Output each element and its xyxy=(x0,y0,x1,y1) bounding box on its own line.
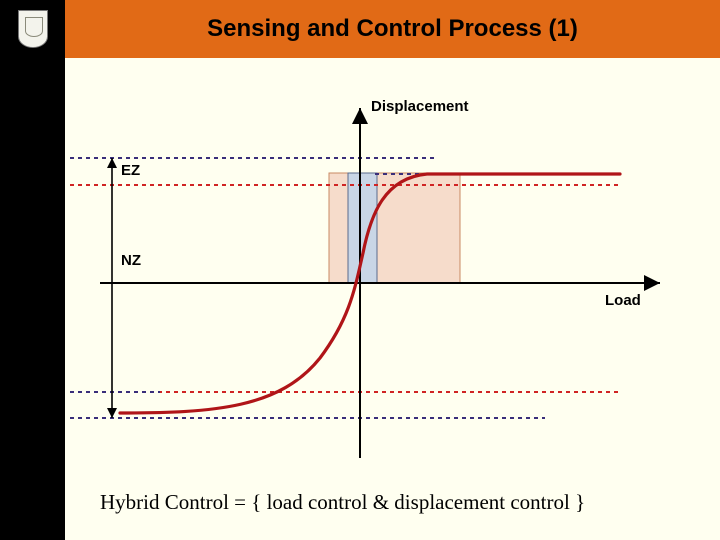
title-bar: Sensing and Control Process (1) xyxy=(0,0,720,58)
sidebar: RICE xyxy=(0,58,65,540)
displacement-label: Displacement xyxy=(371,98,469,115)
nz-label: NZ xyxy=(121,252,141,269)
slide: Sensing and Control Process (1) RICE Dis… xyxy=(0,0,720,540)
shield-icon xyxy=(18,10,48,48)
logo-box xyxy=(0,0,65,58)
ez-label: EZ xyxy=(121,162,140,179)
slide-title: Sensing and Control Process (1) xyxy=(65,0,720,58)
chart-stage: Displacement EZ NZ Load Hybrid Control =… xyxy=(65,58,720,540)
footer-text: Hybrid Control = { load control & displa… xyxy=(100,490,585,515)
load-label: Load xyxy=(605,292,641,309)
